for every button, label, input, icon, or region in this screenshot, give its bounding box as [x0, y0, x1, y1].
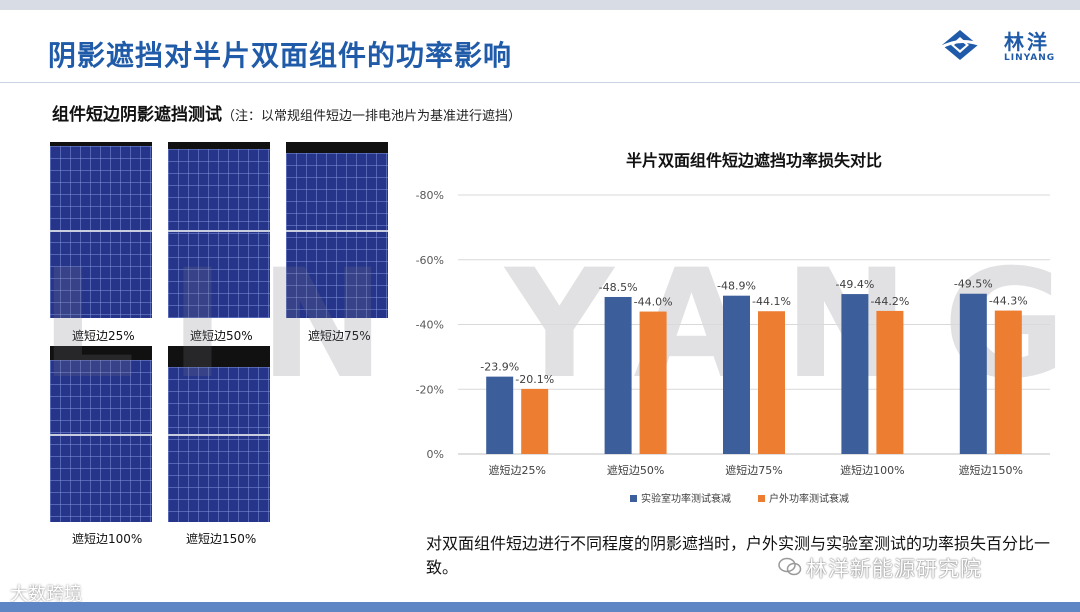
panel-label: 遮短边50% [190, 329, 253, 343]
bar [876, 310, 904, 454]
title-divider [0, 82, 1080, 83]
bar [639, 311, 667, 454]
data-label: -48.9% [717, 280, 756, 293]
panel-label: 遮短边100% [72, 532, 143, 546]
bar [486, 376, 514, 454]
top-bar [0, 0, 1080, 10]
x-tick-label: 遮短边75% [725, 463, 782, 477]
slide-title: 阴影遮挡对半片双面组件的功率影响 [48, 39, 513, 72]
x-tick-label: 遮短边150% [959, 463, 1023, 477]
cell-grid [50, 146, 152, 318]
panel-label: 遮短边25% [72, 329, 135, 343]
conclusion-text: 对双面组件短边进行不同程度的阴影遮挡时，户外实测与实验室测试的功率损失百分比一致… [426, 534, 1051, 577]
subtitle-note: （注：以常规组件短边一排电池片为基准进行遮挡） [222, 109, 522, 124]
x-tick-label: 遮短边25% [488, 463, 545, 477]
data-label: -44.2% [870, 295, 909, 308]
half-cell-divider [50, 230, 152, 232]
half-cell-divider [50, 434, 152, 436]
data-label: -23.9% [480, 361, 519, 374]
bar [758, 311, 785, 454]
section-subtitle: 组件短边阴影遮挡测试（注：以常规组件短边一排电池片为基准进行遮挡） [52, 100, 521, 125]
bar [723, 295, 750, 454]
chart-title: 半片双面组件短边遮挡功率损失对比 [626, 151, 882, 170]
y-tick-label: 0% [427, 448, 444, 461]
module-panel [50, 346, 152, 522]
shade-band [286, 142, 388, 153]
wechat-icon [778, 557, 802, 576]
bottom-bar [0, 602, 1080, 612]
module-panel [50, 142, 152, 318]
y-tick-label: -80% [416, 189, 444, 202]
wechat-watermark: 林洋新能源研究院 [806, 557, 982, 581]
y-tick-label: -20% [416, 383, 444, 396]
module-panel [168, 346, 270, 522]
module-panel [168, 142, 270, 318]
module-panel [286, 142, 388, 318]
cell-grid [168, 367, 270, 522]
data-label: -20.1% [515, 373, 554, 386]
logo-name-en: LINYANG [1004, 53, 1056, 63]
subtitle-text: 组件短边阴影遮挡测试 [52, 105, 222, 125]
panel-label: 遮短边150% [186, 532, 257, 546]
legend-label: 实验室功率测试衰减 [641, 492, 731, 505]
half-cell-divider [168, 230, 270, 232]
shade-band [50, 142, 152, 146]
power-loss-chart: 半片双面组件短边遮挡功率损失对比 0% -20% -40% -60% -80% -23.9%… [416, 151, 1050, 505]
bar [521, 388, 549, 454]
x-tick-label: 遮短边100% [840, 463, 904, 477]
cell-grid [168, 149, 270, 318]
legend-swatch [630, 495, 637, 502]
cell-grid [286, 153, 388, 318]
cell-grid [50, 360, 152, 522]
bar [994, 310, 1022, 454]
panel-label: 遮短边75% [308, 329, 371, 343]
data-label: -44.1% [752, 295, 791, 308]
logo-name-cn: 林洋 [1004, 30, 1050, 54]
data-label: -44.3% [989, 295, 1028, 308]
shade-band [168, 346, 270, 367]
data-label: -44.0% [634, 296, 673, 309]
y-tick-label: -40% [416, 319, 444, 332]
half-cell-divider [286, 230, 388, 232]
y-tick-label: -60% [416, 254, 444, 267]
legend-swatch [758, 495, 765, 502]
data-label: -48.5% [599, 281, 638, 294]
legend-label: 户外功率测试衰减 [769, 492, 849, 505]
data-label: -49.5% [954, 278, 993, 291]
source-watermark: 大数跨境 [10, 584, 82, 605]
half-cell-divider [168, 434, 270, 436]
shade-band [50, 346, 152, 360]
bar [841, 294, 869, 454]
bar [604, 296, 632, 454]
bar [959, 293, 987, 454]
linyang-logo-icon [939, 30, 985, 60]
data-label: -49.4% [835, 278, 874, 291]
x-tick-label: 遮短边50% [607, 463, 664, 477]
shade-band [168, 142, 270, 149]
